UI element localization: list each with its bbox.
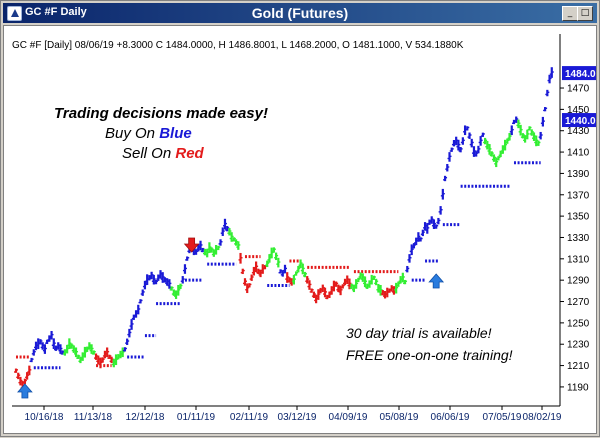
price-label-box	[562, 113, 596, 128]
y-tick-label: 1250	[567, 318, 590, 329]
maximize-button[interactable]: □	[577, 6, 593, 21]
x-axis: 10/16/18 11/13/18 12/12/18 01/11/19 02/11/19…	[25, 406, 562, 423]
price-chart[interactable]: GC #F [Daily] 08/06/19 +8.3000 C 1484.00…	[4, 26, 596, 433]
x-tick-label: 11/13/18	[74, 412, 113, 423]
x-tick-label: 08/02/19	[523, 412, 562, 423]
annotation-training: FREE one-on-one training!	[346, 347, 513, 363]
window-tab-title: GC #F Daily	[25, 6, 87, 18]
sell-signal-arrow-1	[183, 237, 200, 253]
plot-area	[14, 67, 554, 399]
x-tick-label: 06/06/19	[431, 412, 470, 423]
x-tick-label: 01/11/19	[177, 412, 216, 423]
x-tick-label: 03/12/19	[278, 412, 317, 423]
y-tick-label: 1390	[567, 169, 590, 180]
y-tick-label: 1290	[567, 276, 590, 287]
y-tick-label: 1210	[567, 361, 590, 372]
chart-panel[interactable]: GC #F [Daily] 08/06/19 +8.3000 C 1484.00…	[3, 25, 597, 434]
y-tick-label: 1410	[567, 148, 590, 159]
x-tick-label: 04/09/19	[329, 412, 368, 423]
app-logo-icon	[7, 6, 22, 21]
x-tick-label: 10/16/18	[25, 412, 64, 423]
chart-title: Gold (Futures)	[251, 5, 349, 21]
minimize-button[interactable]: _	[562, 6, 578, 21]
y-tick-label: 1270	[567, 297, 590, 308]
x-tick-label: 12/12/18	[126, 412, 165, 423]
buy-signal-arrow-2	[428, 273, 445, 289]
y-tick-label: 1470	[567, 84, 590, 95]
y-tick-label: 1330	[567, 233, 590, 244]
x-tick-label: 02/11/19	[230, 412, 269, 423]
y-tick-label: 1310	[567, 254, 590, 265]
y-axis: 1190 1210 1230 1250 1270 1290 1310 1330 1350 1370…	[560, 84, 590, 393]
price-label-text: 1440.0	[565, 116, 596, 127]
chart-info-line: GC #F [Daily] 08/06/19 +8.3000 C 1484.00…	[12, 40, 464, 51]
title-bar[interactable]: GC #F Daily Gold (Futures) _ □ ×	[3, 3, 597, 23]
annotation-sell: Sell On Red	[122, 145, 205, 162]
y-tick-label: 1370	[567, 190, 590, 201]
x-tick-label: 07/05/19	[483, 412, 522, 423]
y-tick-label: 1190	[567, 382, 589, 393]
annotation-buy: Buy On Blue	[105, 125, 192, 142]
y-tick-label: 1350	[567, 212, 590, 223]
sell-word: Red	[175, 145, 204, 162]
price-label-box	[562, 66, 596, 81]
y-tick-label: 1230	[567, 340, 590, 351]
buy-prefix: Buy On	[105, 125, 159, 142]
annotation-trial: 30 day trial is available!	[346, 325, 492, 341]
price-label-text: 1484.0	[565, 69, 596, 80]
x-tick-label: 05/08/19	[380, 412, 419, 423]
sell-prefix: Sell On	[122, 145, 175, 162]
y-tick-label: 1430	[567, 126, 590, 137]
buy-signal-arrow-0	[17, 383, 33, 399]
y-tick-label: 1450	[567, 105, 590, 116]
annotation-headline: Trading decisions made easy!	[54, 105, 268, 122]
buy-word: Blue	[159, 125, 192, 142]
price-labels: 1484.0 1440.0	[562, 66, 596, 128]
